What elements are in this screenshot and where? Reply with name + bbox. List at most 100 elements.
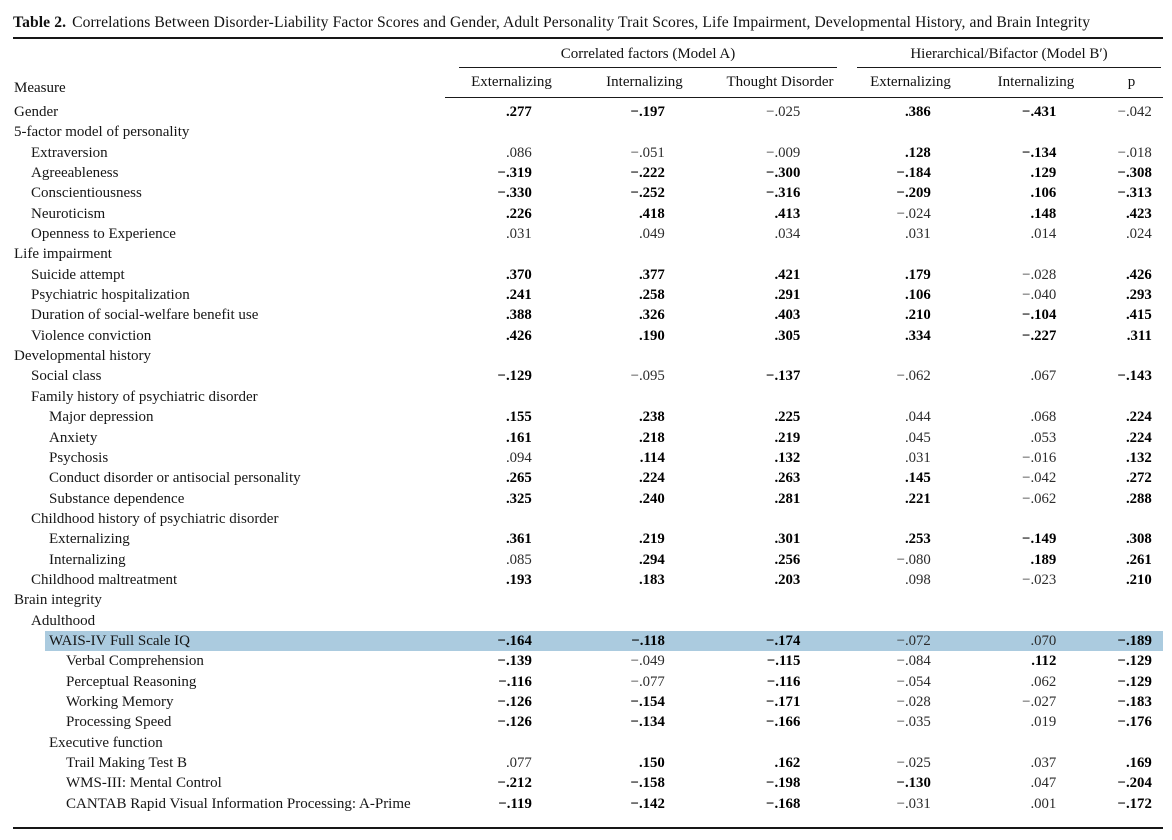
correlation-value: .112 [1031,653,1057,670]
correlation-value: −.212 [497,775,532,792]
correlation-value: .413 [774,205,801,222]
value-cell [445,346,578,366]
table-row: Violence conviction .426 .190 .305 .334 −.227… [13,326,1163,346]
correlation-value: .044 [904,409,931,426]
value-cell [445,244,578,264]
value-cell: .241 [445,285,578,305]
value-cell: .047 [972,773,1100,793]
correlation-value: −.028 [896,693,931,710]
table-row: Trail Making Test B .077 .150 .162 −.025 .037… [13,753,1163,773]
value-cell [849,590,972,610]
measure-cell: Suicide attempt [31,266,125,283]
value-cell: −.027 [972,692,1100,712]
correlation-value: −.077 [630,673,665,690]
value-cell: .155 [445,407,578,427]
value-cell: .106 [849,285,972,305]
section-row: Developmental history [13,346,1163,366]
correlation-value: .288 [1125,490,1152,507]
value-cell [849,387,972,407]
value-cell: −.116 [445,672,578,692]
correlation-value: −.137 [766,368,801,385]
correlation-value: .129 [1030,165,1057,182]
correlation-value: .326 [638,307,665,324]
correlation-value: .361 [505,531,532,548]
value-cell: .305 [711,326,849,346]
value-cell: .129 [972,163,1100,183]
table-number: Table 2. [13,14,67,31]
correlation-value: −.016 [1022,449,1057,466]
value-cell [972,346,1100,366]
table-row: Agreeableness −.319 −.222 −.300 −.184 .129 −.3… [13,163,1163,183]
measure-cell: Social class [31,368,102,385]
correlation-value: −.313 [1117,185,1152,202]
correlation-value: −.126 [497,693,532,710]
correlation-value: .293 [1125,287,1152,304]
value-cell: −.018 [1100,143,1163,163]
measure-cell: Verbal Comprehension [66,653,204,670]
value-cell [578,122,711,142]
value-cell: −.054 [849,672,972,692]
measure-column-header: Measure [14,79,66,96]
value-cell: −.040 [972,285,1100,305]
measure-cell: Trail Making Test B [66,755,188,771]
value-cell: .112 [972,651,1100,671]
correlation-value: .148 [1030,205,1057,222]
correlation-value: −.129 [1117,673,1152,690]
measure-cell: Conduct disorder or antisocial personali… [49,470,301,487]
value-cell [578,346,711,366]
value-cell [849,244,972,264]
correlation-value: −.171 [766,693,801,710]
correlation-value: −.104 [1022,307,1057,324]
value-cell: .415 [1100,305,1163,325]
value-cell: .386 [849,98,972,123]
value-cell: −.077 [578,672,711,692]
correlation-value: .426 [1125,266,1152,283]
correlations-table: Measure Correlated factors (Model A) Hie… [13,37,1163,830]
value-cell: −.174 [711,630,849,652]
correlation-value: −.062 [896,368,931,385]
measure-cell: Processing Speed [66,714,172,731]
correlation-value: .070 [1030,632,1057,649]
correlation-value: .225 [774,409,801,426]
correlation-value: .132 [774,449,801,466]
value-cell: .218 [578,428,711,448]
correlation-value: .403 [774,307,801,324]
table-row: Psychosis .094 .114 .132 .031 −.016 .132 [13,448,1163,468]
value-cell: −.313 [1100,183,1163,203]
measure-cell: Brain integrity [14,592,102,609]
value-cell: −.197 [578,98,711,123]
value-cell: .225 [711,407,849,427]
value-cell: .086 [445,143,578,163]
value-cell [711,590,849,610]
value-cell: −.042 [972,468,1100,488]
value-cell [1100,244,1163,264]
correlation-value: .421 [774,266,801,283]
value-cell [711,611,849,631]
value-cell: −.204 [1100,773,1163,793]
measure-cell: Neuroticism [31,205,106,222]
value-cell: .224 [1100,428,1163,448]
correlation-value: −.018 [1117,144,1152,161]
correlation-value: −.134 [1022,144,1057,161]
value-cell: −.316 [711,183,849,203]
value-cell: .258 [578,285,711,305]
value-cell [445,509,578,529]
correlation-value: −.130 [896,775,931,792]
value-cell [1100,509,1163,529]
correlation-value: .053 [1030,429,1057,446]
measure-cell: Substance dependence [49,490,185,507]
column-header-internalizing-a: Internalizing [578,68,711,98]
value-cell: −.134 [578,712,711,732]
value-cell: .169 [1100,753,1163,773]
column-header-p: p [1100,68,1163,98]
value-cell: −.009 [711,143,849,163]
value-cell [445,122,578,142]
table-row: Substance dependence .325 .240 .281 .221 −.06… [13,489,1163,509]
group-label-model-b: Hierarchical/Bifactor (Model B′) [857,46,1161,68]
value-cell: −.154 [578,692,711,712]
measure-cell: 5-factor model of personality [14,124,190,141]
correlation-value: .106 [1030,185,1057,202]
correlation-value: −.198 [766,775,801,792]
value-cell [972,611,1100,631]
